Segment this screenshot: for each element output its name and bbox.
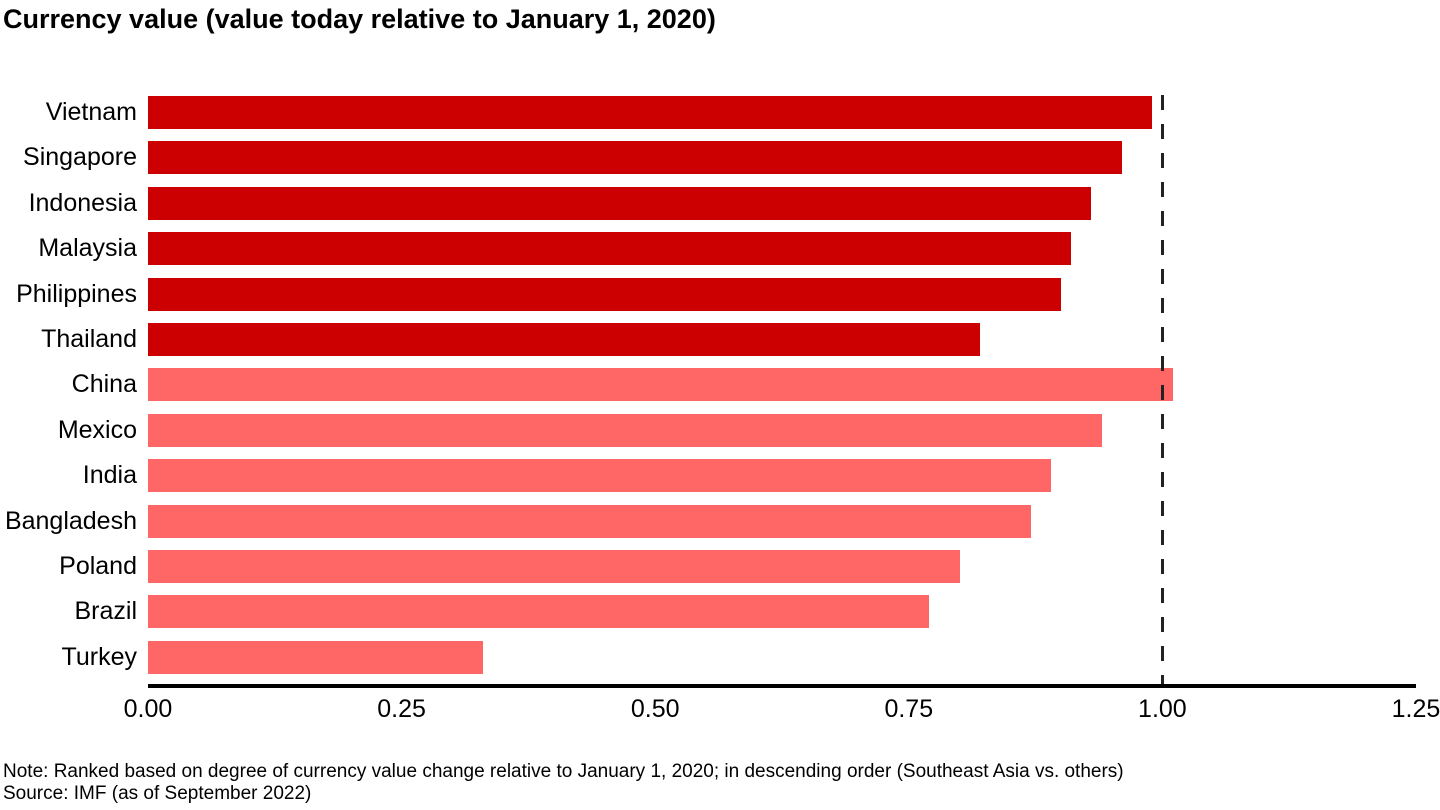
chart-row: Mexico [0, 408, 1440, 453]
category-label: Indonesia [28, 188, 137, 217]
chart-row: Philippines [0, 272, 1440, 317]
bar-bangladesh [148, 504, 1031, 538]
category-label: Vietnam [45, 98, 137, 126]
bar-mexico [148, 413, 1102, 447]
chart-row: Bangladesh [0, 499, 1440, 544]
bar-turkey [148, 640, 483, 674]
bar-poland [148, 550, 960, 583]
bar-philippines [148, 277, 1061, 311]
chart-title: Currency value (value today relative to … [3, 4, 716, 34]
chart-row: Vietnam [0, 90, 1440, 135]
chart-row: Brazil [0, 589, 1440, 634]
chart-row: Singapore [0, 135, 1440, 180]
chart-row: India [0, 453, 1440, 498]
bar-india [148, 459, 1051, 493]
x-tick-label: 0.50 [630, 695, 680, 723]
bar-vietnam [148, 96, 1153, 129]
x-tick-label: 1.00 [1138, 695, 1187, 723]
bar-indonesia [148, 186, 1092, 220]
chart-row: Indonesia [0, 181, 1440, 226]
bar-brazil [148, 595, 930, 629]
chart-row: Malaysia [0, 226, 1440, 271]
category-label: Singapore [23, 143, 137, 172]
chart-row: China [0, 362, 1440, 407]
category-label: Philippines [16, 279, 137, 308]
category-label: Bangladesh [4, 506, 137, 535]
x-tick-label: 0.75 [884, 695, 934, 723]
category-label: China [71, 370, 137, 399]
chart-row: Thailand [0, 317, 1440, 362]
category-label: Thailand [41, 325, 137, 353]
reference-line-1.00 [1160, 95, 1164, 686]
bar-singapore [148, 141, 1122, 175]
category-label: India [82, 461, 137, 490]
x-tick-label: 1.25 [1391, 695, 1440, 723]
bar-thailand [148, 323, 980, 356]
chart-note: Note: Ranked based on degree of currency… [3, 761, 1124, 782]
chart-row: Turkey [0, 635, 1440, 680]
category-label: Mexico [57, 415, 137, 444]
category-label: Brazil [74, 597, 137, 626]
x-tick-label: 0.25 [377, 695, 426, 723]
x-axis-line [148, 684, 1416, 688]
chart-row: Poland [0, 544, 1440, 589]
chart-source: Source: IMF (as of September 2022) [3, 783, 312, 804]
category-label: Malaysia [38, 234, 137, 263]
category-label: Poland [59, 552, 137, 580]
bar-china [148, 368, 1173, 402]
category-label: Turkey [61, 642, 137, 671]
bar-malaysia [148, 232, 1072, 266]
x-tick-label: 0.00 [123, 695, 173, 723]
